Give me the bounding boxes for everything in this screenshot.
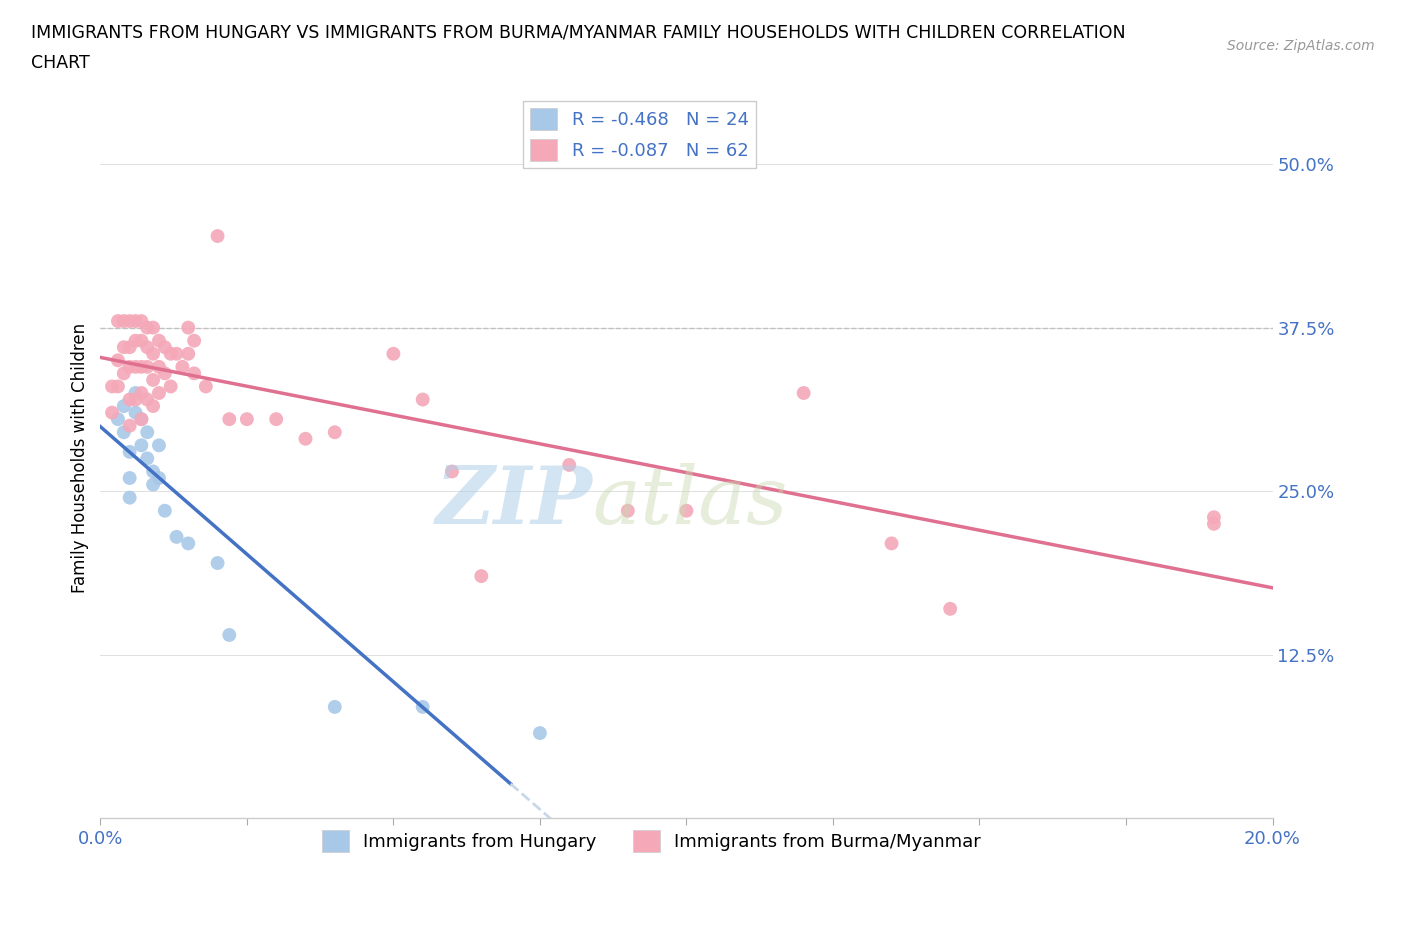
Point [194,379,217,394]
Point [412,392,434,407]
Point [136,392,159,407]
Point [172,359,194,374]
Point [142,399,165,414]
Point [1202,516,1225,531]
Point [148,333,170,348]
Point [107,379,129,394]
Point [131,438,153,453]
Point [142,477,165,492]
Point [880,536,903,551]
Point [207,229,229,244]
Text: IMMIGRANTS FROM HUNGARY VS IMMIGRANTS FROM BURMA/MYANMAR FAMILY HOUSEHOLDS WITH : IMMIGRANTS FROM HUNGARY VS IMMIGRANTS FR… [31,23,1126,41]
Point [118,313,141,328]
Point [412,699,434,714]
Point [131,386,153,401]
Point [124,386,146,401]
Point [323,699,346,714]
Point [675,503,697,518]
Point [323,425,346,440]
Point [136,425,159,440]
Point [142,346,165,361]
Point [153,365,176,380]
Point [148,359,170,374]
Point [107,412,129,427]
Point [148,438,170,453]
Point [124,313,146,328]
Point [124,392,146,407]
Point [107,352,129,367]
Point [529,725,551,740]
Point [218,628,240,643]
Legend: Immigrants from Hungary, Immigrants from Burma/Myanmar: Immigrants from Hungary, Immigrants from… [315,823,988,859]
Point [118,359,141,374]
Point [617,503,640,518]
Point [148,471,170,485]
Point [101,405,124,420]
Text: Source: ZipAtlas.com: Source: ZipAtlas.com [1227,39,1375,53]
Point [136,339,159,354]
Point [118,471,141,485]
Point [112,365,135,380]
Point [939,602,962,617]
Point [470,568,492,583]
Point [118,490,141,505]
Point [166,529,188,544]
Point [1202,510,1225,525]
Point [382,346,405,361]
Point [793,386,815,401]
Point [159,379,181,394]
Point [159,346,181,361]
Point [136,359,159,374]
Y-axis label: Family Households with Children: Family Households with Children [72,324,89,593]
Point [153,503,176,518]
Point [440,464,463,479]
Point [177,536,200,551]
Point [142,320,165,335]
Point [142,373,165,388]
Point [124,359,146,374]
Point [153,339,176,354]
Point [264,412,287,427]
Point [177,320,200,335]
Point [118,418,141,433]
Point [183,365,205,380]
Point [131,412,153,427]
Point [131,333,153,348]
Text: atlas: atlas [593,463,787,540]
Text: ZIP: ZIP [436,463,593,540]
Point [101,379,124,394]
Point [148,386,170,401]
Point [183,333,205,348]
Point [112,399,135,414]
Point [131,412,153,427]
Point [112,425,135,440]
Point [124,333,146,348]
Point [294,432,316,446]
Point [136,451,159,466]
Point [207,555,229,570]
Point [118,445,141,459]
Point [118,339,141,354]
Point [558,458,581,472]
Point [218,412,240,427]
Point [166,346,188,361]
Text: CHART: CHART [31,54,90,72]
Point [177,346,200,361]
Point [107,313,129,328]
Point [131,359,153,374]
Point [112,313,135,328]
Point [112,339,135,354]
Point [131,313,153,328]
Point [124,405,146,420]
Point [142,464,165,479]
Point [136,320,159,335]
Point [236,412,259,427]
Point [118,392,141,407]
